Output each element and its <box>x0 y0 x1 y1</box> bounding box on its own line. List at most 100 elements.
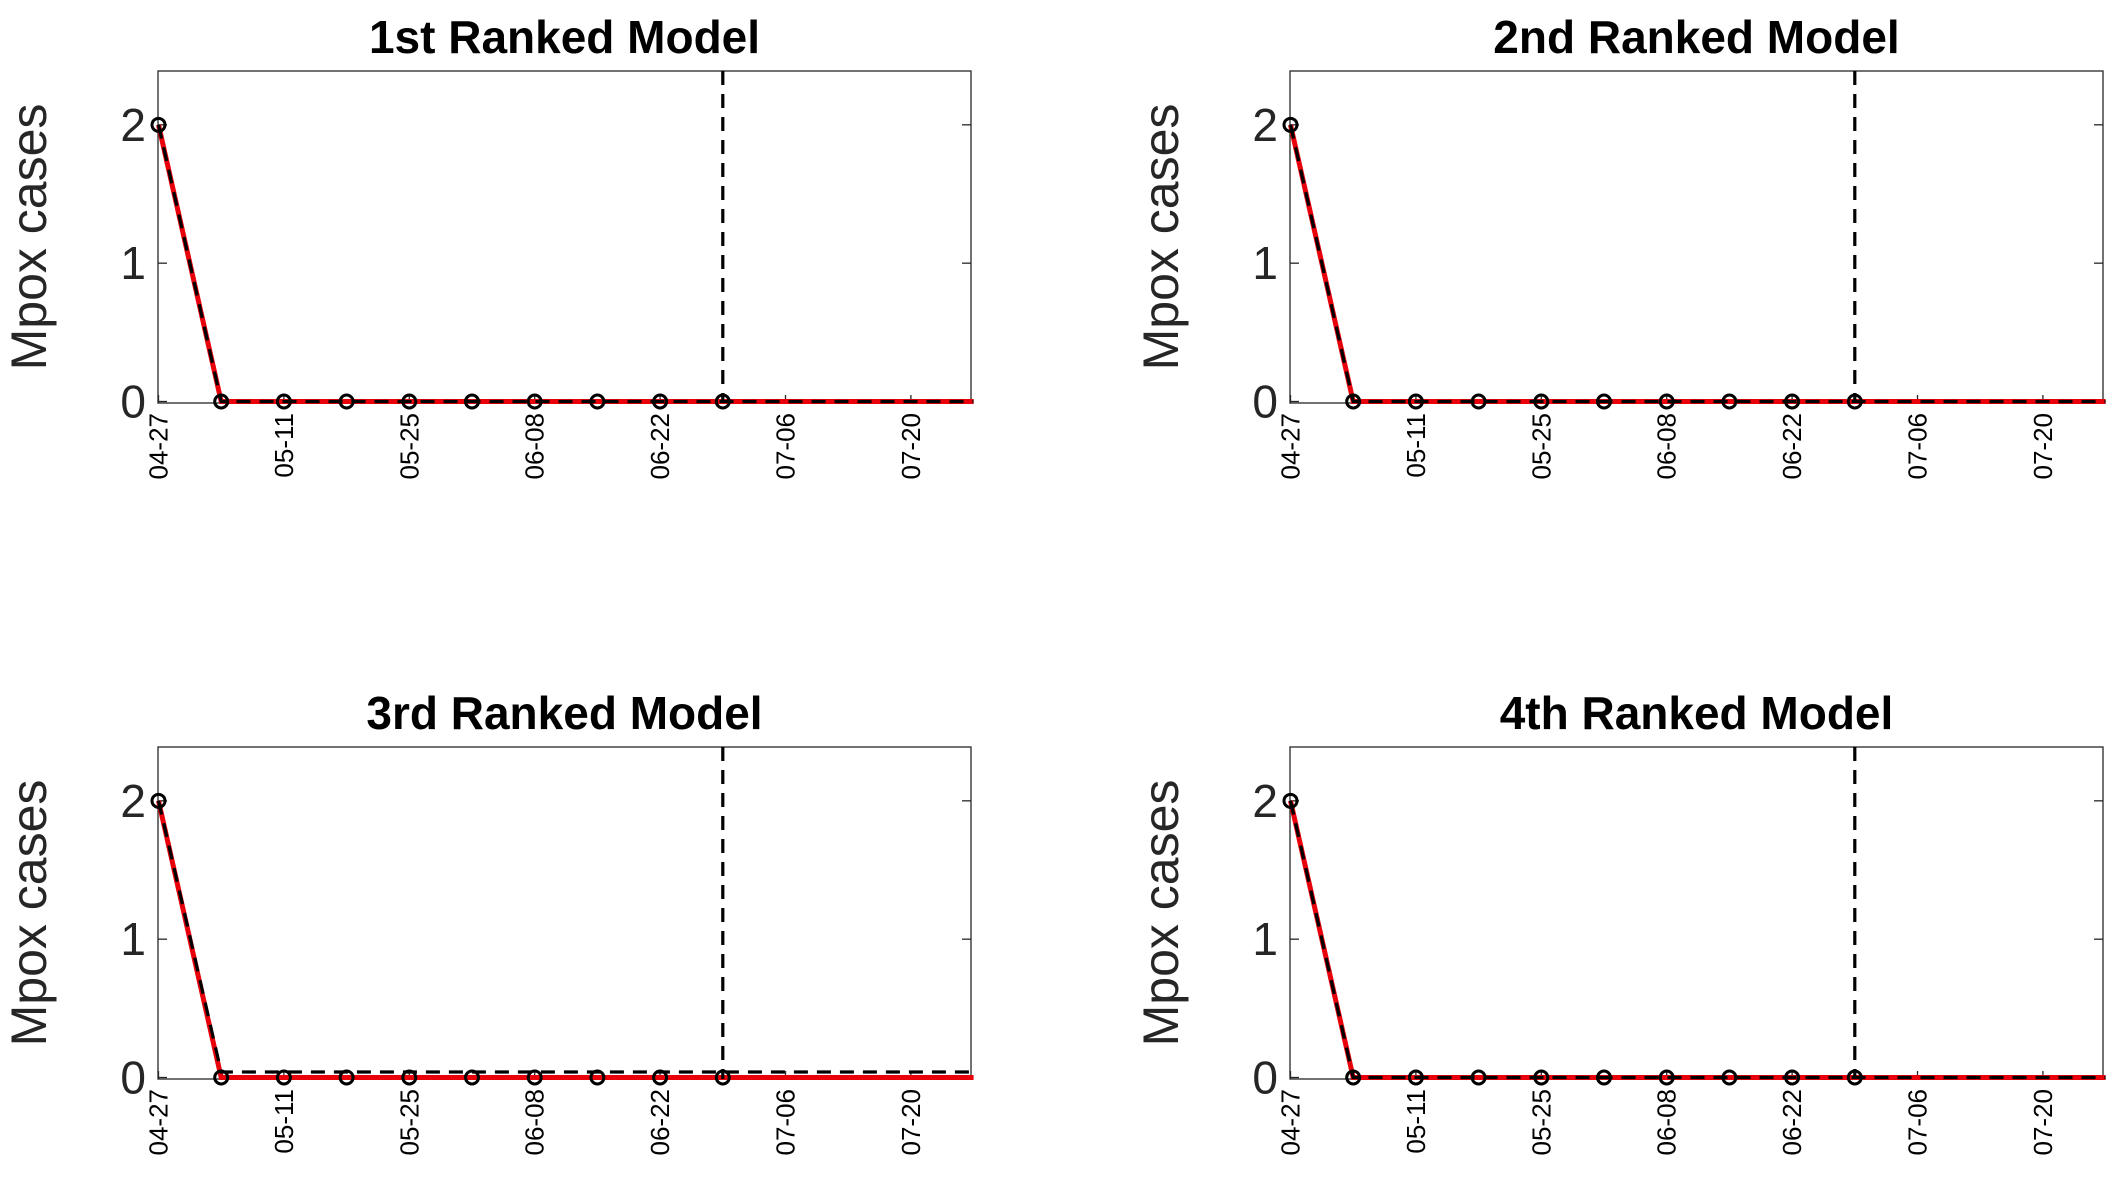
observed-point <box>401 393 418 410</box>
chart-title: 1st Ranked Model <box>369 11 760 63</box>
x-tick-label: 05-25 <box>394 413 424 480</box>
fit-line-red <box>1288 800 2106 1080</box>
observed-point <box>1784 393 1801 410</box>
observed-point <box>1596 393 1612 410</box>
y-tick-label: 1 <box>1252 913 1278 965</box>
axes-frame <box>157 746 972 1080</box>
observed-point <box>714 393 731 410</box>
observed-point <box>1658 1069 1675 1086</box>
x-tick-label: 05-11 <box>269 1089 299 1154</box>
x-tick-label: 07-20 <box>896 413 926 480</box>
x-tick-label: 04-27 <box>144 413 174 480</box>
x-tick-label: 07-06 <box>771 1089 801 1156</box>
y-tick-label: 2 <box>120 99 146 151</box>
axes-frame <box>157 70 972 404</box>
fit-line-red <box>156 800 974 1080</box>
x-tick-label: 06-08 <box>1652 413 1682 480</box>
observed-point <box>1658 393 1675 410</box>
x-tick-label: 06-22 <box>1777 1089 1807 1156</box>
observed-point <box>1345 1069 1362 1086</box>
x-tick-label: 06-22 <box>645 413 675 480</box>
x-tick-label: 07-06 <box>1903 1089 1933 1156</box>
x-tick-label: 05-25 <box>394 1089 424 1156</box>
observed-point <box>1407 393 1424 410</box>
x-tick-label: 07-06 <box>771 413 801 480</box>
y-tick-label: 1 <box>1252 237 1278 289</box>
observed-point <box>464 393 480 410</box>
x-tick-label: 04-27 <box>1276 413 1306 480</box>
observed-point <box>213 393 230 410</box>
observed-point <box>1533 393 1550 410</box>
fit-line-red <box>156 124 974 404</box>
observed-point <box>1533 1069 1550 1086</box>
observed-point <box>401 1069 418 1086</box>
observed-point <box>1846 1069 1863 1086</box>
observed-point <box>1784 1069 1801 1086</box>
y-axis-label: Mpox cases <box>1 780 57 1047</box>
x-tick-label: 05-11 <box>1401 1089 1431 1154</box>
chart-title: 3rd Ranked Model <box>366 687 762 739</box>
chart-panel-4: 0 1 2 04-27 05-11 05-25 06-08 06-22 07-06 07-20 4t… <box>1133 687 2106 1156</box>
x-tick-label: 06-22 <box>645 1089 675 1156</box>
y-tick-label: 2 <box>120 775 146 827</box>
observed-point <box>1345 393 1362 410</box>
chart-panel-3: 0 1 2 04-27 05-11 05-25 06-08 06-22 07-06 07-20 3r… <box>1 687 974 1156</box>
x-tick-label: 04-27 <box>1276 1089 1306 1156</box>
x-tick-label: 06-08 <box>520 413 550 480</box>
observed-point <box>1282 116 1299 133</box>
observed-point <box>652 1069 669 1086</box>
fit-line-dashed <box>156 800 974 1074</box>
chart-title: 2nd Ranked Model <box>1493 11 1899 63</box>
y-tick-label: 0 <box>1252 1052 1278 1104</box>
observed-point <box>1596 1069 1612 1086</box>
axes-frame <box>1289 746 2104 1080</box>
observed-point <box>275 1069 292 1086</box>
observed-point <box>1846 393 1863 410</box>
y-axis-label: Mpox cases <box>1 104 57 371</box>
x-tick-label: 07-20 <box>896 1089 926 1156</box>
observed-point <box>1470 1069 1487 1086</box>
x-tick-label: 05-11 <box>1401 413 1431 478</box>
observed-point <box>589 393 606 410</box>
x-tick-label: 06-08 <box>520 1089 550 1156</box>
observed-point <box>150 792 167 809</box>
y-tick-label: 1 <box>120 237 146 289</box>
chart-panel-2: 0 1 2 04-27 05-11 05-25 06-08 06-22 07-06 07-20 2n… <box>1133 11 2106 480</box>
axes-frame <box>1289 70 2104 404</box>
x-tick-label: 06-08 <box>1652 1089 1682 1156</box>
observed-point <box>1470 393 1487 410</box>
observed-point <box>338 393 355 410</box>
observed-point <box>652 393 669 410</box>
observed-point <box>464 1069 480 1086</box>
x-tick-label: 05-11 <box>269 413 299 478</box>
observed-point <box>1407 1069 1424 1086</box>
observed-point <box>213 1069 230 1086</box>
x-tick-label: 07-06 <box>1903 413 1933 480</box>
chart-panel-1: 0 1 2 04-27 05-11 05-25 06-08 06-22 07-06 07-20 1s… <box>1 11 974 480</box>
fit-line-red <box>1288 124 2106 404</box>
y-tick-label: 0 <box>120 376 146 428</box>
observed-point <box>589 1069 606 1086</box>
observed-point <box>526 393 543 410</box>
x-tick-label: 05-25 <box>1526 1089 1556 1156</box>
y-tick-label: 2 <box>1252 775 1278 827</box>
observed-point <box>1721 1069 1738 1086</box>
observed-point <box>714 1069 731 1086</box>
observed-point <box>526 1069 543 1086</box>
observed-point <box>275 393 292 410</box>
observed-point <box>1721 393 1738 410</box>
x-tick-label: 07-20 <box>2028 413 2058 480</box>
x-tick-label: 04-27 <box>144 1089 174 1156</box>
y-tick-label: 0 <box>120 1052 146 1104</box>
observed-point <box>338 1069 355 1086</box>
fit-line-dashed <box>1288 800 2106 1080</box>
observed-point <box>150 116 167 133</box>
y-tick-label: 2 <box>1252 99 1278 151</box>
x-tick-label: 07-20 <box>2028 1089 2058 1156</box>
y-axis-label: Mpox cases <box>1133 104 1189 371</box>
fit-line-dashed <box>1288 124 2106 404</box>
y-tick-label: 1 <box>120 913 146 965</box>
observed-point <box>1282 792 1299 809</box>
x-tick-label: 05-25 <box>1526 413 1556 480</box>
